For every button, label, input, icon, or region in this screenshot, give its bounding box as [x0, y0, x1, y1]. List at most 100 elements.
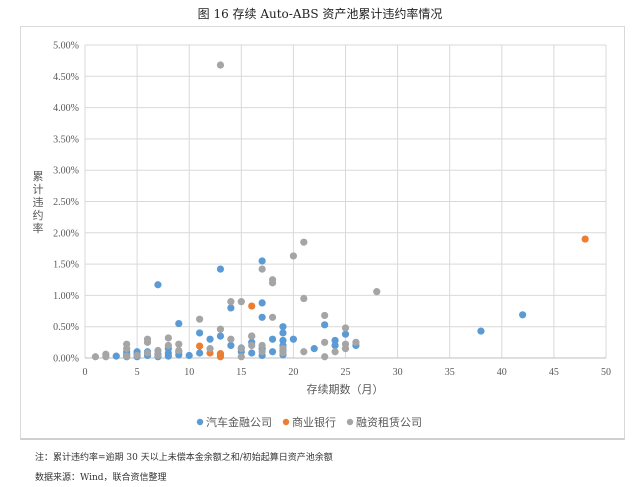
y-tick-label: 4.00% — [53, 103, 79, 114]
data-point — [123, 352, 131, 360]
y-tick-label: 0.50% — [53, 322, 79, 333]
data-point — [154, 346, 162, 355]
x-tick-label: 20 — [288, 367, 298, 378]
data-point — [112, 352, 120, 360]
data-point — [196, 329, 204, 337]
data-point — [237, 298, 245, 306]
data-point — [227, 341, 235, 350]
svg-text:计: 计 — [33, 183, 44, 196]
data-point — [258, 313, 266, 321]
data-point — [268, 279, 277, 287]
y-tick-label: 4.50% — [53, 72, 79, 83]
data-point — [216, 265, 225, 273]
data-point — [175, 319, 183, 328]
data-source: 数据来源：Wind，联合资信整理 — [35, 473, 167, 483]
data-point — [227, 335, 235, 343]
data-point — [268, 348, 277, 356]
data-point — [102, 350, 110, 358]
data-point — [248, 341, 256, 350]
data-point — [175, 346, 183, 355]
data-point — [279, 336, 287, 345]
x-tick-label: 25 — [341, 367, 351, 378]
data-point — [300, 348, 308, 356]
data-point — [123, 340, 131, 348]
data-point — [300, 294, 308, 303]
legend-marker-icon — [282, 418, 290, 426]
data-point — [477, 327, 485, 335]
x-tick-label: 0 — [83, 367, 88, 378]
data-point — [164, 334, 172, 342]
legend-marker-icon — [196, 418, 204, 426]
legend: 汽车金融公司 商业银行 融资租赁公司 — [196, 415, 422, 429]
x-axis-ticks: 0 5 10 15 20 25 30 35 40 45 50 — [83, 367, 612, 378]
data-point — [352, 338, 360, 346]
data-point — [258, 348, 266, 356]
data-point — [321, 311, 329, 320]
data-point — [91, 353, 100, 361]
data-point — [258, 341, 266, 350]
data-point — [248, 332, 256, 340]
data-point — [331, 336, 339, 345]
data-point — [175, 340, 183, 348]
data-point — [341, 324, 350, 332]
x-tick-label: 15 — [236, 367, 246, 378]
data-point — [321, 353, 329, 361]
chart-frame — [20, 26, 625, 440]
data-point — [310, 345, 318, 353]
x-tick-label: 30 — [393, 367, 403, 378]
y-tick-label: 2.50% — [53, 197, 79, 208]
y-tick-label: 3.50% — [53, 134, 79, 145]
data-points — [91, 61, 589, 361]
data-point — [154, 351, 162, 360]
y-tick-label: 3.00% — [53, 166, 79, 177]
y-tick-label: 5.00% — [53, 41, 79, 52]
y-axis-title: 累计违约率 — [33, 170, 44, 235]
data-point — [331, 341, 339, 350]
x-tick-label: 45 — [549, 367, 559, 378]
data-point — [206, 335, 214, 343]
svg-text:累: 累 — [33, 170, 44, 183]
y-tick-label: 1.00% — [53, 291, 79, 302]
data-point — [341, 330, 350, 338]
data-point — [133, 351, 141, 360]
x-tick-label: 10 — [184, 367, 194, 378]
legend-label: 汽车金融公司 — [206, 415, 272, 429]
data-point — [258, 299, 266, 307]
x-axis-title: 存续期数（月） — [307, 382, 384, 396]
legend-marker-icon — [346, 418, 354, 426]
data-point — [143, 349, 152, 357]
y-tick-label: 2.00% — [53, 228, 79, 239]
data-point — [289, 335, 297, 343]
svg-text:率: 率 — [33, 221, 44, 235]
data-point — [331, 348, 339, 356]
data-point — [164, 341, 172, 350]
data-point — [268, 313, 277, 321]
data-point — [185, 351, 193, 360]
y-tick-label: 1.50% — [53, 260, 79, 271]
x-tick-label: 40 — [497, 367, 507, 378]
data-point — [206, 345, 214, 353]
legend-label: 商业银行 — [292, 415, 336, 429]
data-point — [248, 302, 256, 310]
data-point — [216, 332, 225, 340]
legend-label: 融资租赁公司 — [356, 415, 422, 429]
gridlines — [84, 44, 607, 359]
data-point — [196, 349, 204, 357]
x-tick-label: 35 — [445, 367, 455, 378]
data-point — [237, 353, 245, 361]
data-point — [258, 257, 266, 265]
svg-text:违: 违 — [33, 196, 44, 209]
data-point — [258, 265, 266, 273]
data-point — [196, 342, 204, 350]
data-point — [237, 345, 245, 353]
data-point — [216, 325, 225, 333]
data-point — [268, 335, 277, 343]
y-axis-ticks: 0.00% 0.50% 1.00% 1.50% 2.00% 2.50% 3.00% 3.50%… — [53, 41, 79, 365]
data-point — [143, 335, 152, 343]
data-point — [279, 323, 287, 331]
figure-title: 图 16 存续 Auto-ABS 资产池累计违约率情况 — [197, 7, 443, 21]
data-point — [216, 350, 225, 358]
data-point — [248, 349, 256, 357]
data-point — [373, 288, 381, 296]
